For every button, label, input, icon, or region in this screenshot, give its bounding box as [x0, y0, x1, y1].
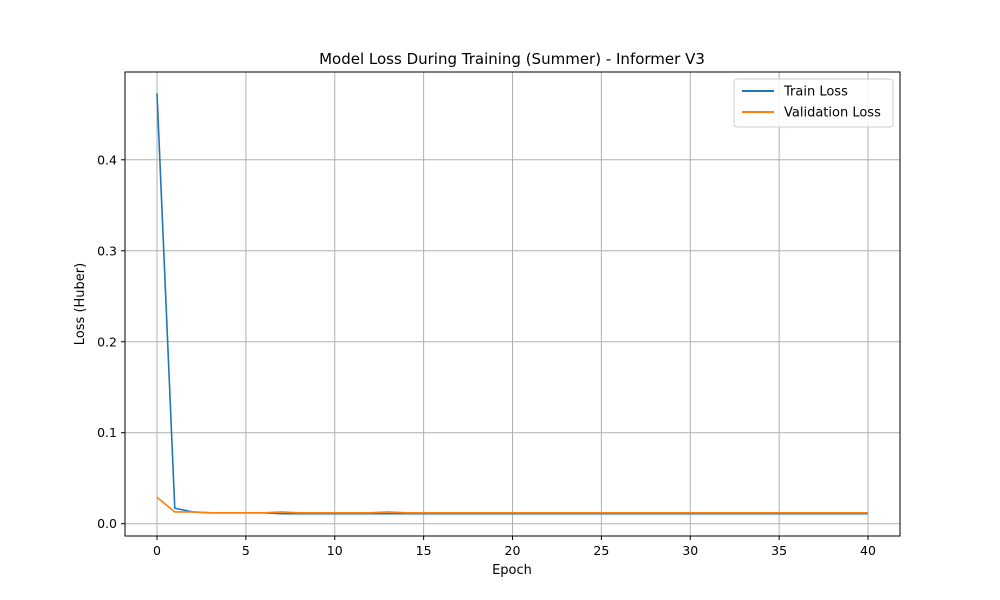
- x-tick-label: 25: [593, 543, 609, 558]
- x-tick-label: 30: [682, 543, 698, 558]
- y-tick-label: 0.3: [97, 243, 117, 258]
- grid-lines: [125, 72, 900, 536]
- legend-label-0: Train Loss: [783, 85, 848, 100]
- x-tick-label: 15: [416, 543, 432, 558]
- x-axis-ticks: 0 5 10 15 20 25 30 35 40: [153, 536, 876, 558]
- x-tick-label: 40: [860, 543, 876, 558]
- y-axis-label: Loss (Huber): [73, 263, 88, 345]
- legend-label-1: Validation Loss: [784, 106, 881, 121]
- y-tick-label: 0.4: [97, 152, 117, 167]
- x-tick-label: 5: [242, 543, 250, 558]
- series-line-0: [156, 93, 868, 515]
- series-lines: [156, 93, 868, 515]
- y-tick-label: 0.0: [97, 516, 117, 531]
- x-tick-label: 10: [327, 543, 343, 558]
- y-tick-label: 0.2: [97, 334, 117, 349]
- x-tick-label: 0: [153, 543, 161, 558]
- chart-title: Model Loss During Training (Summer) - In…: [319, 50, 705, 68]
- legend: Train Loss Validation Loss: [733, 78, 894, 128]
- y-tick-label: 0.1: [97, 425, 117, 440]
- series-line-1: [156, 496, 868, 514]
- y-axis-ticks: 0.0 0.1 0.2 0.3 0.4: [97, 152, 125, 531]
- x-axis-label: Epoch: [492, 563, 532, 578]
- x-tick-label: 35: [771, 543, 787, 558]
- x-tick-label: 20: [505, 543, 521, 558]
